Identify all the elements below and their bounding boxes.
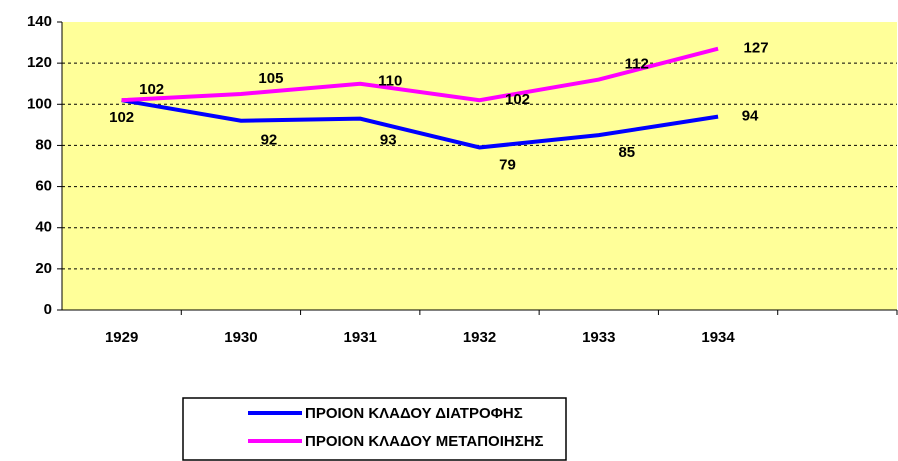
y-tick-label: 0 [44,301,52,318]
legend-label: ΠΡΟΙΟΝ ΚΛΑΔΟΥ ΔΙΑΤΡΟΦΗΣ [305,405,523,422]
y-tick-label: 60 [35,178,52,195]
series-line [121,98,719,150]
y-tick-label: 140 [27,13,52,30]
data-label: 93 [380,132,397,149]
legend-label: ΠΡΟΙΟΝ ΚΛΑΔΟΥ ΜΕΤΑΠΟΙΗΣΗΣ [305,433,544,450]
data-label: 102 [109,109,134,126]
x-tick-label: 1933 [582,329,615,346]
y-tick-label: 120 [27,54,52,71]
y-tick-label: 100 [27,95,52,112]
y-tick-label: 40 [35,219,52,236]
plot-area [62,22,897,310]
data-label: 79 [499,156,516,173]
x-tick-label: 1929 [105,329,138,346]
data-label: 127 [744,40,769,57]
x-tick-label: 1930 [224,329,257,346]
data-label: 102 [505,91,530,108]
data-label: 102 [139,81,164,98]
y-tick-label: 80 [35,136,52,153]
x-tick-label: 1934 [701,329,735,346]
data-label: 92 [261,132,278,149]
data-label: 110 [378,73,402,90]
legend-box [182,397,567,461]
data-label: 94 [742,108,759,125]
y-tick-label: 20 [35,260,52,277]
series-line [121,46,719,103]
data-label: 85 [618,144,635,161]
x-tick-label: 1931 [344,329,377,346]
data-label: 112 [625,56,649,73]
data-label: 105 [258,70,283,87]
x-tick-label: 1932 [463,329,496,346]
